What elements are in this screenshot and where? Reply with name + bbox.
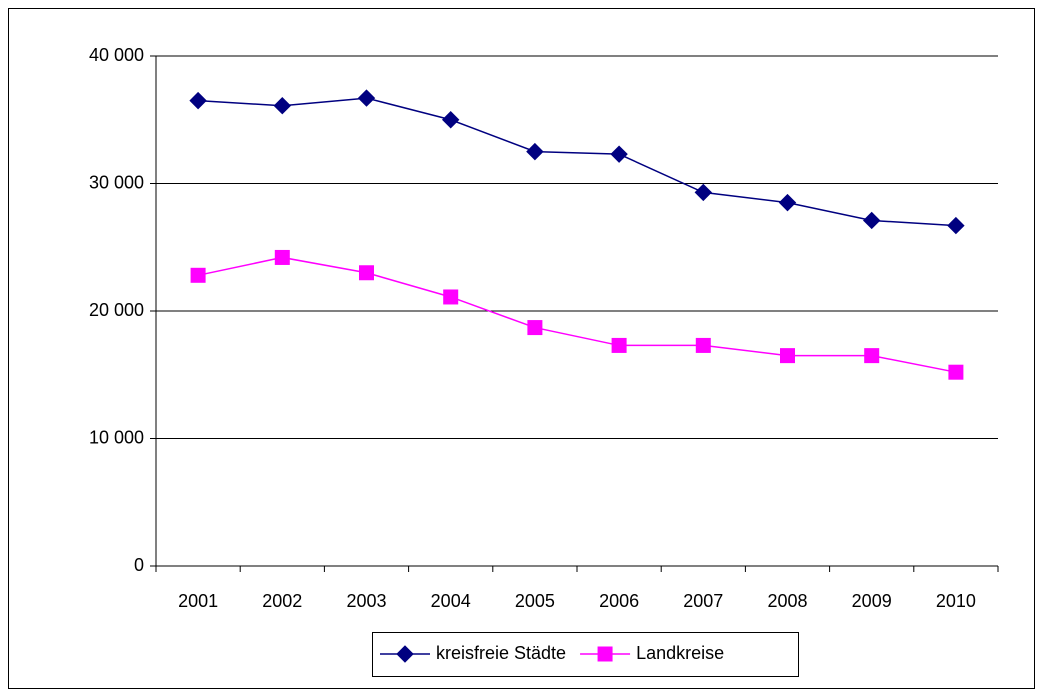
- x-tick-label: 2008: [767, 591, 807, 611]
- data-point: [695, 337, 711, 353]
- x-tick-label: 2001: [178, 591, 218, 611]
- data-point: [864, 348, 880, 364]
- x-tick-label: 2007: [683, 591, 723, 611]
- data-point: [780, 348, 795, 364]
- data-point: [273, 97, 292, 115]
- x-tick-label: 2004: [431, 591, 471, 611]
- legend-label: Landkreise: [636, 643, 724, 663]
- x-tick-label: 2010: [936, 591, 976, 611]
- y-tick-label: 40 000: [89, 45, 144, 65]
- y-tick-label: 30 000: [89, 172, 144, 192]
- data-point: [778, 193, 797, 212]
- legend-marker: [396, 645, 414, 663]
- data-point: [694, 183, 713, 202]
- x-tick-label: 2009: [852, 591, 892, 611]
- data-point: [947, 216, 965, 235]
- data-point: [610, 145, 628, 163]
- legend-marker: [597, 646, 613, 662]
- data-point: [948, 364, 964, 380]
- y-tick-label: 10 000: [89, 427, 144, 447]
- data-point: [527, 320, 543, 336]
- y-tick-label: 0: [134, 555, 144, 575]
- y-tick-label: 20 000: [89, 300, 144, 320]
- series-line: [197, 256, 957, 373]
- data-point: [359, 265, 374, 281]
- data-point: [443, 289, 459, 305]
- x-tick-label: 2003: [346, 591, 386, 611]
- chart-frame: [8, 8, 1035, 689]
- data-point: [526, 142, 544, 161]
- x-tick-label: 2002: [262, 591, 302, 611]
- data-point: [441, 111, 460, 129]
- series-line: [198, 97, 956, 227]
- legend: kreisfreie Städte Landkreise: [372, 632, 799, 677]
- x-tick-label: 2006: [599, 591, 639, 611]
- data-point: [357, 89, 376, 107]
- data-point: [862, 211, 881, 230]
- data-point: [190, 267, 206, 283]
- data-point: [611, 337, 627, 353]
- data-point: [189, 91, 207, 110]
- data-point: [274, 249, 290, 265]
- legend-label: kreisfreie Städte: [436, 643, 566, 663]
- x-tick-label: 2005: [515, 591, 555, 611]
